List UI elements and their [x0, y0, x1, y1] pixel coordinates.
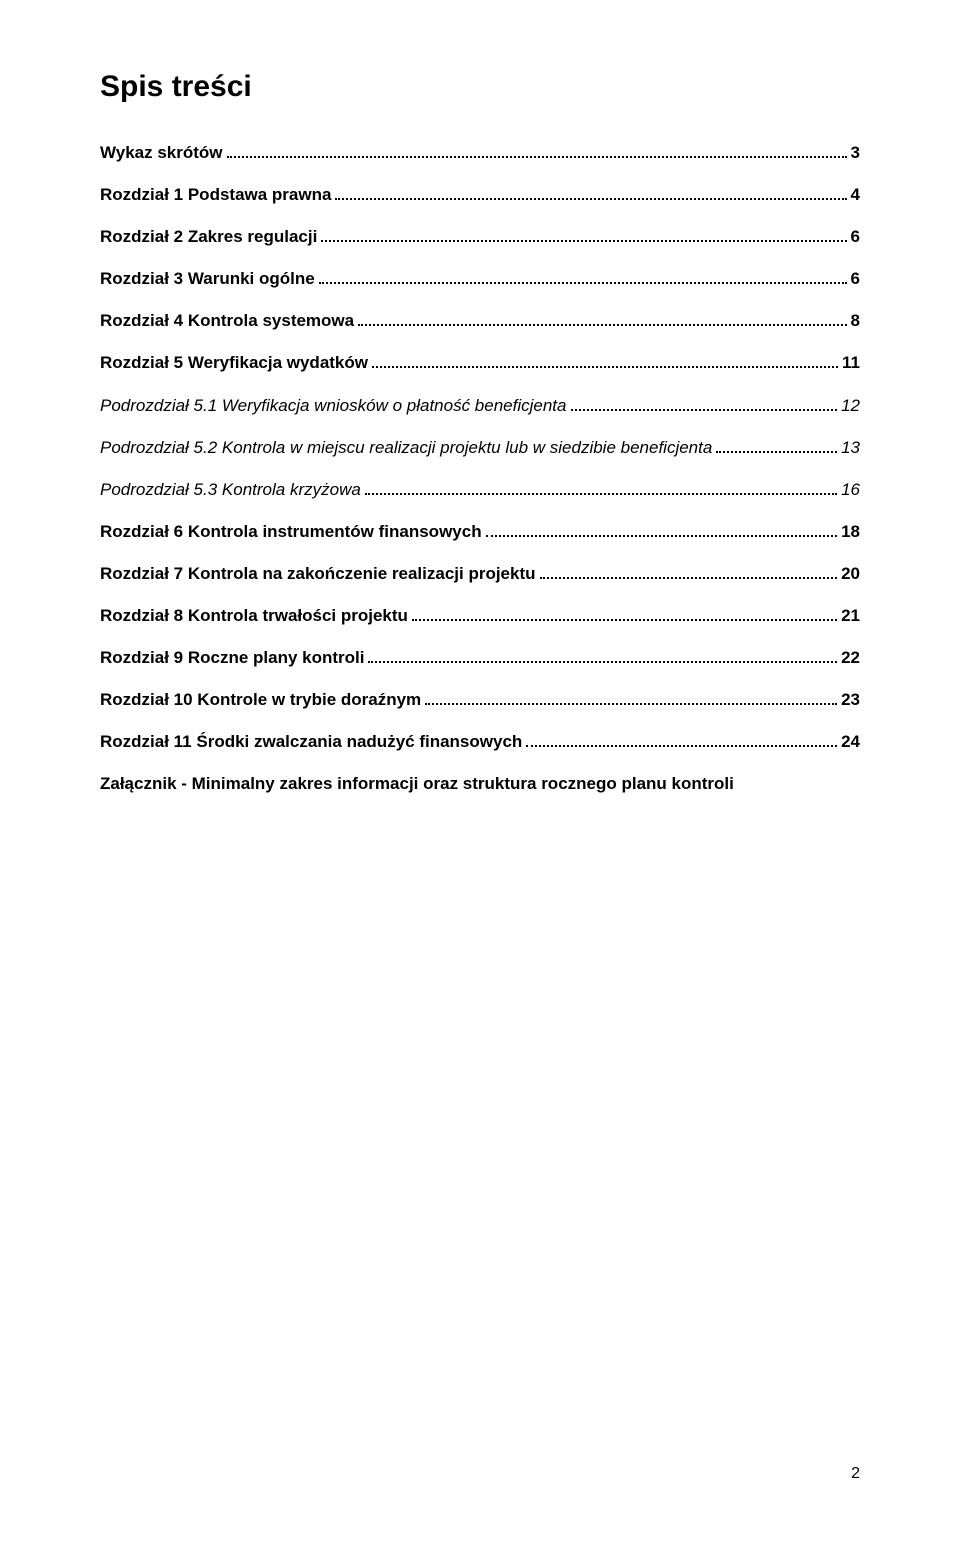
toc-leader-dots: [571, 395, 838, 411]
toc-entry: Rozdział 4 Kontrola systemowa 8: [100, 310, 860, 332]
toc-entry: Podrozdział 5.1 Weryfikacja wniosków o p…: [100, 395, 860, 417]
toc-list: Wykaz skrótów 3 Rozdział 1 Podstawa prawna…: [100, 142, 860, 796]
toc-leader-dots: [321, 227, 846, 243]
toc-entry-page: 12: [841, 395, 860, 417]
toc-entry-page: 3: [851, 142, 860, 164]
toc-entry-label: Rozdział 6 Kontrola instrumentów finanso…: [100, 521, 482, 543]
toc-entry: Rozdział 11 Środki zwalczania nadużyć fi…: [100, 731, 860, 753]
toc-entry: Załącznik - Minimalny zakres informacji …: [100, 773, 860, 795]
toc-entry: Rozdział 10 Kontrole w trybie doraźnym 23: [100, 689, 860, 711]
toc-entry-label: Podrozdział 5.3 Kontrola krzyżowa: [100, 479, 361, 501]
toc-entry-label: Rozdział 8 Kontrola trwałości projektu: [100, 605, 408, 627]
toc-entry-page: 20: [841, 563, 860, 585]
toc-entry-page: 16: [841, 479, 860, 501]
toc-entry: Rozdział 6 Kontrola instrumentów finanso…: [100, 521, 860, 543]
toc-entry-label: Rozdział 11 Środki zwalczania nadużyć fi…: [100, 731, 522, 753]
toc-leader-dots: [372, 353, 838, 369]
toc-entry-label: Rozdział 2 Zakres regulacji: [100, 226, 317, 248]
toc-entry: Rozdział 3 Warunki ogólne 6: [100, 268, 860, 290]
toc-page: Spis treści Wykaz skrótów 3 Rozdział 1 Pod…: [0, 0, 960, 1543]
toc-entry-label: Rozdział 3 Warunki ogólne: [100, 268, 315, 290]
toc-entry-label: Rozdział 5 Weryfikacja wydatków: [100, 352, 368, 374]
toc-leader-dots: [358, 311, 846, 327]
toc-entry-page: 11: [842, 352, 860, 374]
toc-entry-label: Rozdział 10 Kontrole w trybie doraźnym: [100, 689, 421, 711]
toc-entry-page: 21: [841, 605, 860, 627]
toc-entry-page: 22: [841, 647, 860, 669]
toc-entry: Rozdział 2 Zakres regulacji 6: [100, 226, 860, 248]
toc-entry-page: 23: [841, 689, 860, 711]
toc-entry-label: Wykaz skrótów: [100, 142, 223, 164]
toc-leader-dots: [526, 732, 837, 748]
toc-entry-page: 18: [841, 521, 860, 543]
toc-entry-label: Rozdział 7 Kontrola na zakończenie reali…: [100, 563, 536, 585]
toc-entry: Rozdział 1 Podstawa prawna 4: [100, 184, 860, 206]
toc-leader-dots: [368, 648, 837, 664]
toc-entry: Rozdział 9 Roczne plany kontroli 22: [100, 647, 860, 669]
toc-leader-dots: [540, 563, 838, 579]
toc-leader-dots: [412, 605, 837, 621]
toc-leader-dots: [486, 521, 837, 537]
toc-leader-dots: [425, 690, 837, 706]
toc-entry-page: 24: [841, 731, 860, 753]
toc-entry-page: 8: [851, 310, 860, 332]
toc-leader-dots: [716, 437, 837, 453]
toc-entry-label: Podrozdział 5.2 Kontrola w miejscu reali…: [100, 437, 712, 459]
toc-entry-page: 6: [851, 268, 860, 290]
toc-entry-label: Rozdział 9 Roczne plany kontroli: [100, 647, 364, 669]
toc-title: Spis treści: [100, 70, 860, 104]
toc-entry-label: Rozdział 4 Kontrola systemowa: [100, 310, 354, 332]
toc-entry: Rozdział 7 Kontrola na zakończenie reali…: [100, 563, 860, 585]
toc-entry: Rozdział 5 Weryfikacja wydatków 11: [100, 352, 860, 374]
toc-leader-dots: [335, 185, 846, 201]
toc-entry-page: 4: [851, 184, 860, 206]
toc-entry: Podrozdział 5.2 Kontrola w miejscu reali…: [100, 437, 860, 459]
page-number: 2: [851, 1465, 860, 1483]
toc-entry-page: 6: [851, 226, 860, 248]
toc-entry-label: Rozdział 1 Podstawa prawna: [100, 184, 331, 206]
toc-leader-dots: [319, 269, 847, 285]
toc-entry: Podrozdział 5.3 Kontrola krzyżowa 16: [100, 479, 860, 501]
toc-entry-label: Podrozdział 5.1 Weryfikacja wniosków o p…: [100, 395, 567, 417]
toc-leader-dots: [365, 479, 837, 495]
toc-leader-dots: [227, 142, 847, 158]
toc-entry-page: 13: [841, 437, 860, 459]
toc-entry-label: Załącznik - Minimalny zakres informacji …: [100, 773, 734, 795]
toc-entry: Rozdział 8 Kontrola trwałości projektu 21: [100, 605, 860, 627]
toc-entry: Wykaz skrótów 3: [100, 142, 860, 164]
